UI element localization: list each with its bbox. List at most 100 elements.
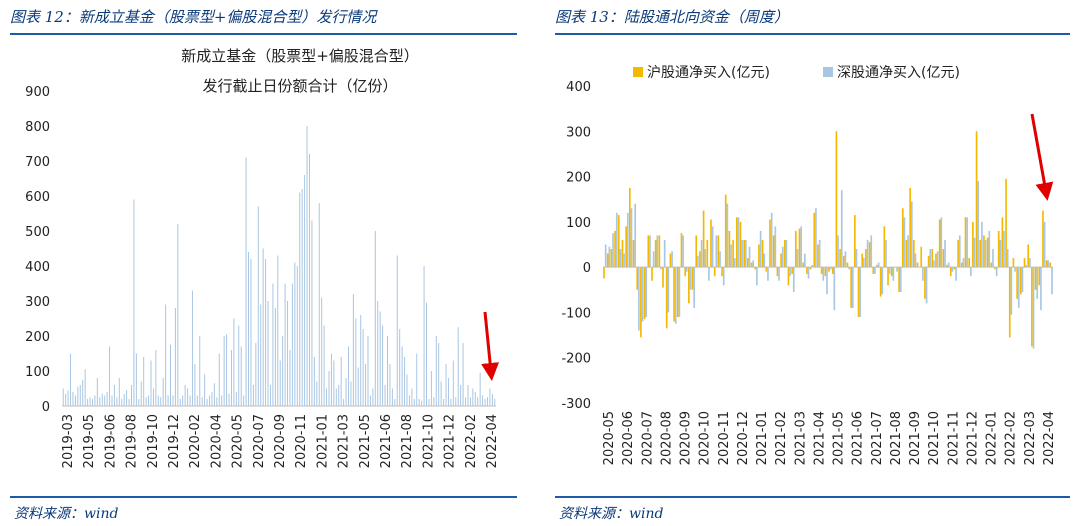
bar-sz [944,239,946,268]
x-tick-label: 2021-09 [908,411,923,465]
y-tick-label: 400 [566,80,591,95]
bar-sh [942,249,945,268]
bar [194,364,196,406]
y-tick-label: -100 [561,306,591,321]
bar-sh [717,235,720,268]
bar-sz [693,267,696,308]
bar-sz [741,239,743,268]
bar [450,399,452,406]
bar [301,189,303,406]
bar [443,399,445,406]
bar-sz [756,267,758,286]
bar [294,262,296,406]
bar-sh [820,267,823,274]
bar [377,301,379,406]
bar [260,304,262,406]
bar [121,399,123,406]
bar [213,383,215,406]
bar [338,385,340,406]
bar [457,327,459,406]
bar [265,259,267,406]
bar-sh [798,228,801,268]
legend-label-sz: 深股通净买入(亿元) [837,65,960,81]
bar-sh [839,249,841,268]
northbound-flows-bar-chart: 沪股通净买入(亿元) 深股通净买入(亿元) -300 -200 -100 0 100 20… [561,65,1057,465]
x-tick-label: 2019-12 [167,414,182,468]
bar [438,343,440,406]
bar-sh [1049,262,1052,268]
bar [284,283,286,406]
bar-sh [643,267,646,320]
bar [109,346,111,406]
y-tick-label: 800 [25,120,50,135]
x-tick-label: 2021-03 [793,411,808,465]
bar-sz [863,258,865,268]
bar-sz [999,239,1002,268]
bar [216,397,218,406]
bar [67,390,69,406]
bar-sh [938,219,941,268]
bar-sz [844,251,847,268]
y-tick-label: 200 [566,171,591,186]
bar-sz [722,267,725,286]
bar-sh [901,208,904,268]
bar-sz [981,221,983,268]
bar-sz [899,267,902,293]
bar-sh [647,235,650,268]
bar-sz [988,230,991,268]
bar [416,353,418,406]
figure-title: 图表 13：陆股通北向资金（周度） [555,8,789,26]
x-tick-label: 2022-04 [485,414,500,468]
x-tick-label: 2021-01 [315,414,330,468]
bar-sz [671,251,673,268]
bar [218,353,220,406]
bar [255,343,257,406]
bar-sh [920,246,923,268]
bar [367,336,369,406]
bar [167,395,169,406]
bar-sz [1010,267,1013,315]
bar-sh [676,267,679,317]
bar [148,395,150,406]
bar [62,388,64,406]
bar [89,397,91,406]
bar-sz [929,249,932,268]
bar [465,397,467,406]
bar [394,399,396,406]
bar-sh [960,262,963,268]
bar-sh [699,251,701,268]
bar [174,308,176,406]
x-tick-label: 2020-06 [621,411,636,465]
bar [484,399,486,406]
bar-sz [689,267,692,290]
bar-sz [881,267,884,295]
x-tick-label: 2020-05 [602,411,617,465]
bar-sz [1021,267,1024,293]
bar-sh [769,219,771,268]
bar [152,388,154,406]
x-tick-label: 2021-07 [870,411,885,465]
bar [128,399,130,406]
x-tick-label: 2019-03 [61,414,76,468]
bar-sh [972,221,974,268]
bar [304,175,306,406]
bar [352,294,354,406]
bar-sz [1014,267,1016,272]
bar [433,397,435,406]
bar-sz [804,253,806,268]
bar-sz [770,212,773,268]
x-tick-label: 2021-05 [832,411,847,465]
bar-sz [811,264,814,268]
bar-sh [621,239,624,268]
bar-sz [1006,249,1009,268]
bar-sz [719,251,721,268]
bar-sz [638,267,640,331]
bar-sz [910,201,913,268]
source-note: 资料来源：wind [14,506,119,522]
bar-sh [665,267,668,329]
bar-sz [1047,260,1050,268]
bar-sh [1016,267,1018,299]
bar [289,350,291,406]
bar-sz [604,244,607,268]
bar-sz [970,267,972,277]
